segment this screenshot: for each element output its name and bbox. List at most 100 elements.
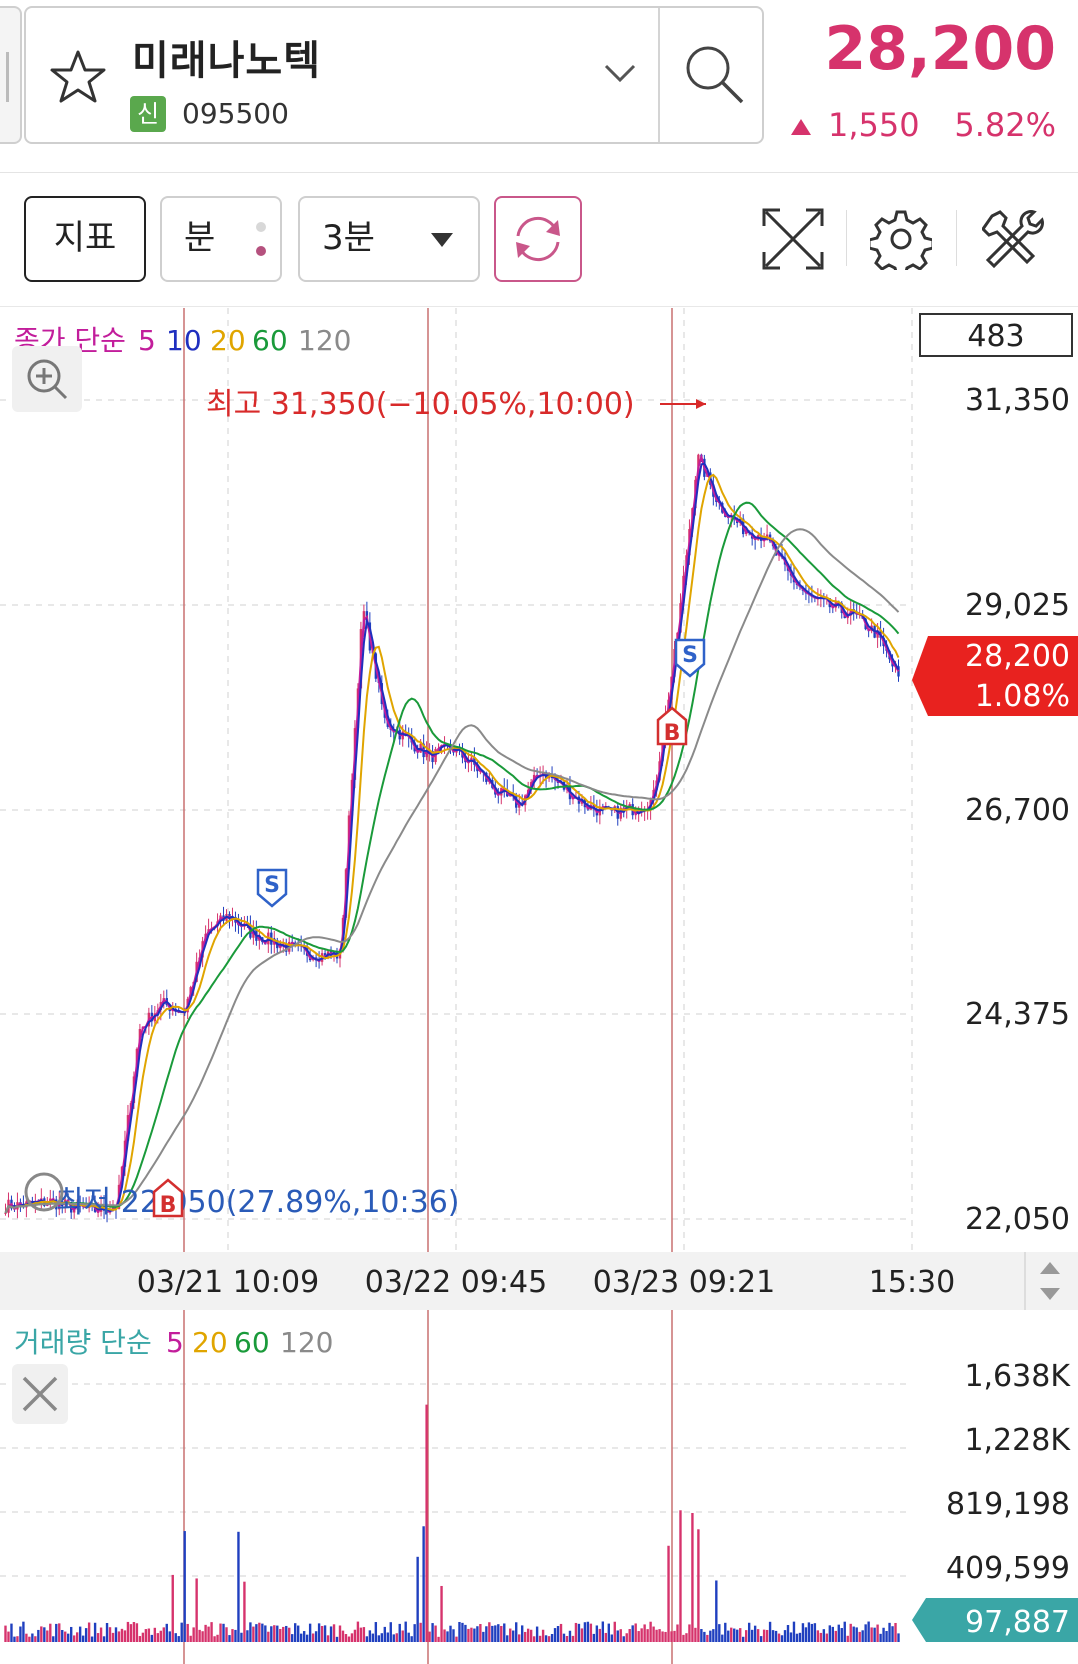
volume-bar <box>222 1623 225 1642</box>
volume-bar <box>207 1626 210 1642</box>
zoom-button[interactable] <box>12 346 82 412</box>
volume-bar <box>273 1625 276 1642</box>
caret-down-icon <box>431 233 453 247</box>
divider <box>0 306 1078 307</box>
volume-bar <box>204 1624 207 1642</box>
volume-bar <box>338 1625 342 1642</box>
volume-bar <box>550 1633 554 1642</box>
volume-bar <box>538 1635 542 1642</box>
legend-ma5: 5 <box>138 324 156 357</box>
volume-bar <box>219 1623 222 1642</box>
period-button[interactable]: 분 <box>160 196 282 282</box>
volume-bar <box>141 1632 145 1642</box>
volume-bar <box>825 1633 829 1642</box>
volume-bar <box>485 1626 488 1642</box>
y-tick-label: 26,700 <box>965 793 1070 828</box>
tools-icon[interactable] <box>982 208 1044 270</box>
stock-chart[interactable]: 종가 단순 5 10 20 60 120 483 31,350 29,025 2… <box>0 308 1078 1664</box>
volume-bar <box>332 1624 336 1642</box>
volume-bar <box>744 1630 748 1642</box>
volume-bar <box>282 1626 285 1642</box>
volume-bar <box>774 1630 778 1642</box>
volume-bar <box>509 1628 512 1642</box>
volume-bar <box>843 1621 846 1642</box>
volume-bar <box>476 1626 479 1642</box>
volume-bar <box>156 1633 160 1642</box>
volume-bar <box>867 1621 870 1642</box>
volume-bar <box>500 1625 503 1642</box>
volume-bar <box>858 1631 861 1642</box>
volume-bar <box>386 1632 389 1642</box>
volume-bar <box>31 1633 34 1642</box>
volume-bar <box>467 1628 470 1642</box>
volume-bar <box>395 1633 398 1642</box>
refresh-button[interactable] <box>494 196 582 282</box>
volume-bar <box>625 1633 628 1642</box>
volume-bar <box>58 1623 61 1642</box>
volume-bar <box>649 1621 652 1642</box>
volume-bar <box>258 1622 261 1642</box>
volume-bar <box>691 1513 694 1642</box>
day-separators <box>183 308 673 1664</box>
grid <box>0 308 913 1577</box>
legend-ma20: 20 <box>210 324 246 357</box>
close-volume-button[interactable] <box>12 1364 68 1424</box>
expand-icon[interactable] <box>760 206 826 272</box>
scroll-arrows-icon[interactable] <box>1024 1252 1060 1310</box>
volume-legend-ma60: 60 <box>234 1326 270 1359</box>
time-axis[interactable] <box>0 1252 1078 1310</box>
volume-bar <box>243 1581 246 1642</box>
volume-bar <box>789 1632 793 1642</box>
volume-bar <box>482 1631 485 1642</box>
volume-bar <box>189 1635 192 1642</box>
low-annotation: 최저 22,050(27.89%,10:36) <box>56 1185 460 1220</box>
volume-bar <box>180 1622 183 1642</box>
volume-bar <box>547 1636 551 1642</box>
volume-bar <box>879 1633 882 1642</box>
search-icon[interactable] <box>680 40 750 110</box>
volume-tick-label: 1,638K <box>964 1359 1071 1394</box>
volume-bar <box>780 1635 784 1642</box>
high-arrow <box>660 399 706 409</box>
price-axis: 31,350 29,025 26,700 24,375 22,050 <box>965 383 1070 1237</box>
volume-bar <box>523 1631 527 1642</box>
chevron-down-icon[interactable] <box>600 56 640 88</box>
volume-bar <box>792 1621 796 1642</box>
volume-bar <box>795 1633 799 1642</box>
volume-bar <box>697 1529 700 1642</box>
volume-bar <box>646 1629 649 1642</box>
period-label: 분 <box>184 218 216 258</box>
divider <box>658 8 660 142</box>
volume-bar <box>765 1629 769 1642</box>
volume-bar <box>831 1626 834 1642</box>
volume-bar <box>577 1623 581 1642</box>
volume-bar <box>592 1633 596 1642</box>
volume-bar <box>410 1636 413 1642</box>
y-tick-label: 22,050 <box>965 1202 1070 1237</box>
volume-bar <box>392 1634 395 1642</box>
legend-ma60: 60 <box>252 324 288 357</box>
volume-bar <box>446 1631 449 1642</box>
gear-icon[interactable] <box>870 208 932 270</box>
volume-bar <box>25 1633 28 1642</box>
x-tick-label: 03/21 10:09 <box>137 1265 319 1300</box>
volume-bar <box>213 1636 216 1642</box>
volume-bar <box>443 1629 446 1642</box>
star-icon[interactable] <box>48 48 108 104</box>
zoom-in-icon <box>27 359 68 400</box>
interval-select[interactable]: 3분 <box>298 196 480 282</box>
volume-bar <box>742 1636 745 1642</box>
volume-bar <box>43 1627 46 1642</box>
volume-bar <box>700 1629 703 1642</box>
volume-bar <box>117 1631 121 1642</box>
trade-marker-s: S <box>674 638 706 678</box>
indicator-button[interactable]: 지표 <box>24 196 146 282</box>
volume-bar <box>503 1623 506 1642</box>
previous-stock-tab[interactable] <box>0 6 22 144</box>
volume-bar <box>777 1633 781 1642</box>
x-tick-label: 15:30 <box>869 1265 955 1300</box>
volume-bar <box>195 1578 198 1642</box>
volume-bar <box>162 1627 165 1642</box>
volume-bars <box>4 1404 900 1642</box>
volume-bar <box>565 1635 569 1642</box>
